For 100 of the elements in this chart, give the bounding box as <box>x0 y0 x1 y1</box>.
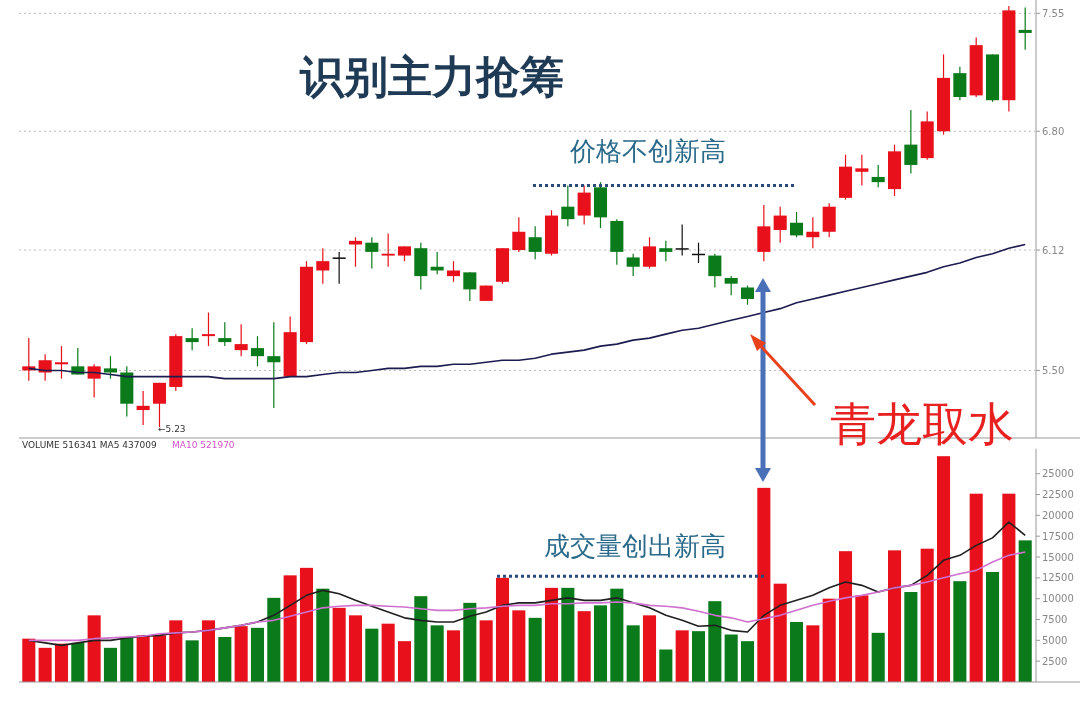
candlestick <box>365 236 379 270</box>
y-tick-label: 12500 <box>1042 572 1074 584</box>
bar <box>152 635 167 682</box>
bar <box>936 456 951 682</box>
y-tick-label: 6.80 <box>1042 125 1065 137</box>
y-tick-label: 10000 <box>1042 593 1074 605</box>
bar <box>512 610 526 682</box>
bar <box>544 587 559 682</box>
candlestick <box>708 253 722 289</box>
candlestick <box>512 216 526 253</box>
candlestick <box>904 109 918 175</box>
bar <box>381 623 395 682</box>
y-tick-label: 20000 <box>1042 509 1074 521</box>
candlestick <box>185 327 199 351</box>
candlestick <box>267 321 281 409</box>
bar <box>267 597 281 682</box>
bar <box>789 622 804 682</box>
y-tick-label: 7500 <box>1042 614 1068 626</box>
bar <box>806 625 820 682</box>
bar <box>316 588 330 682</box>
y-tick-label: 2500 <box>1042 655 1068 667</box>
bar <box>740 641 755 682</box>
candlestick <box>561 185 575 227</box>
bar <box>136 635 150 682</box>
candlestick <box>871 164 885 188</box>
bar <box>691 631 706 682</box>
bar <box>283 575 297 682</box>
bar <box>22 638 36 682</box>
bar <box>871 632 885 682</box>
candlestick <box>316 247 330 285</box>
bar <box>87 615 101 682</box>
candlestick <box>103 355 118 380</box>
bar <box>626 625 640 682</box>
bar <box>299 567 314 682</box>
bar <box>430 625 444 682</box>
candlestick <box>577 185 591 226</box>
annotation: VOLUME 516341 MA5 437009 <box>22 440 157 450</box>
text: 识别主力抢筹 <box>299 51 564 102</box>
bar <box>593 605 608 682</box>
candlestick <box>789 211 804 238</box>
candlestick <box>136 390 150 426</box>
y-tick-label: 15000 <box>1042 551 1074 563</box>
y-tick-label: 5.50 <box>1042 364 1065 376</box>
candlestick <box>201 311 216 347</box>
ref-line-label: 价格不创新高 <box>569 136 726 166</box>
bar <box>757 487 771 682</box>
candlestick <box>218 321 232 347</box>
bar <box>708 601 722 682</box>
y-tick-label: 22500 <box>1042 489 1074 501</box>
bar <box>71 642 85 682</box>
y-tick-label: 25000 <box>1042 468 1074 480</box>
y-tick-label: 7.55 <box>1042 7 1065 19</box>
candlestick <box>642 236 657 270</box>
candlestick <box>806 216 820 249</box>
candlestick <box>54 345 68 380</box>
candlestick <box>1018 6 1032 51</box>
bar <box>561 587 575 682</box>
y-tick-label: 6.12 <box>1042 244 1065 256</box>
candlestick <box>463 271 477 302</box>
bar <box>920 548 934 682</box>
ref-line-label: 成交量创出新高 <box>544 531 726 561</box>
bar <box>120 637 134 682</box>
bar <box>904 592 918 682</box>
annotation: ←5.23 <box>158 424 186 434</box>
bar <box>365 628 379 682</box>
bar <box>103 647 118 682</box>
candlestick <box>332 251 346 285</box>
bar <box>822 598 836 682</box>
candlestick <box>659 240 673 262</box>
candlestick <box>234 323 248 357</box>
bar <box>234 626 248 682</box>
candlestick <box>626 253 640 277</box>
bar <box>479 620 493 682</box>
bar <box>675 630 689 682</box>
bar <box>1002 493 1016 682</box>
bar <box>838 551 853 682</box>
candlestick <box>773 206 787 244</box>
bar <box>463 602 477 682</box>
bar <box>332 607 346 682</box>
candlestick <box>528 225 542 260</box>
bar <box>446 630 461 682</box>
bar <box>969 493 983 682</box>
bar <box>414 596 428 682</box>
y-tick-label: 5000 <box>1042 634 1068 646</box>
bar <box>250 627 265 682</box>
bar <box>397 641 412 682</box>
y-tick-label: 17500 <box>1042 530 1074 542</box>
bar <box>773 583 787 682</box>
candlestick <box>675 223 689 257</box>
bar <box>887 550 902 682</box>
candlestick <box>740 284 755 306</box>
candlestick <box>724 275 738 296</box>
bar <box>659 649 673 682</box>
candlestick <box>855 154 869 187</box>
candlestick <box>250 335 265 367</box>
bar <box>169 620 183 682</box>
bar <box>38 647 52 682</box>
candlestick <box>87 363 101 398</box>
candlestick <box>446 260 461 283</box>
bar <box>528 617 542 682</box>
